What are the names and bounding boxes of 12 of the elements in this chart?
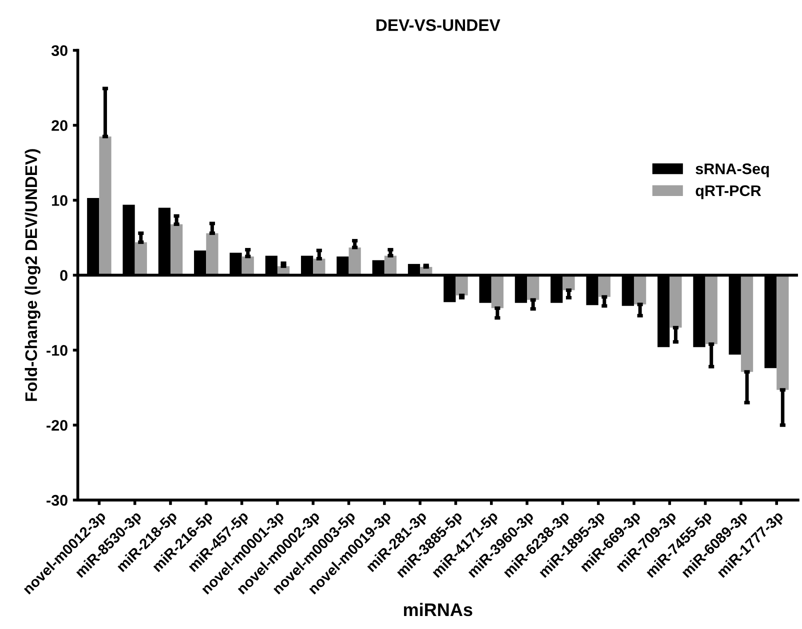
legend-label: qRT-PCR — [696, 185, 762, 200]
y-tick-label: -20 — [46, 420, 68, 431]
y-tick-label: 20 — [52, 120, 68, 131]
y-tick-label: 10 — [52, 195, 68, 206]
y-axis-title: Fold-Change (log2 DEV/UNDEV) — [24, 149, 40, 401]
y-tick-label: 30 — [51, 45, 68, 56]
legend-label: sRNA-Seq — [696, 163, 769, 178]
x-axis-title: miRNAs — [404, 602, 472, 616]
y-tick-label: 0 — [60, 270, 68, 281]
y-tick-label: -10 — [46, 345, 68, 356]
y-tick-label: -30 — [46, 494, 68, 506]
chart-title: DEV-VS-UNDEV — [376, 19, 500, 32]
